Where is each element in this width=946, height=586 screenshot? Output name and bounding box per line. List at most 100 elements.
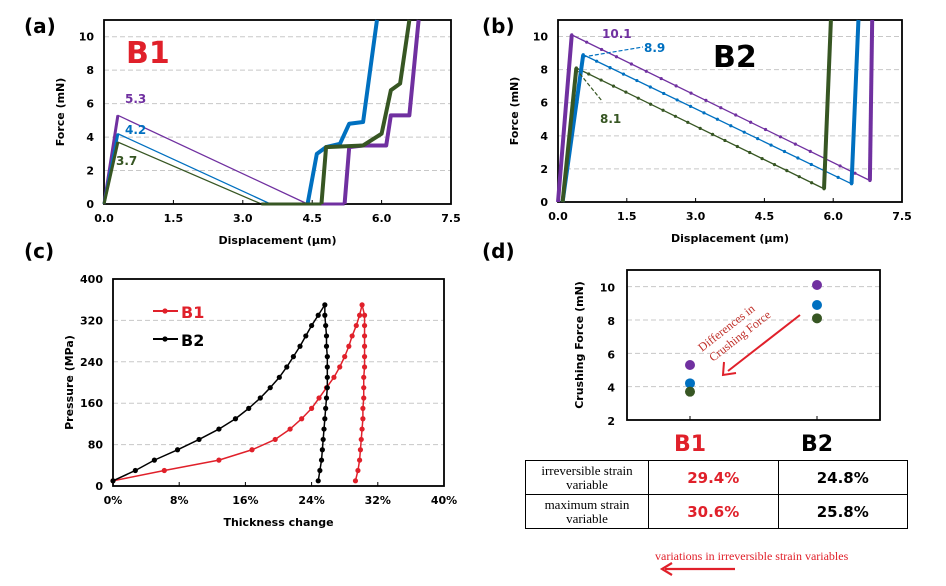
y-tick-label: 160: [80, 397, 103, 410]
data-point-B2: [216, 426, 222, 432]
y-tick-label: 2: [86, 165, 94, 178]
peak-annotation: 5.3: [125, 92, 146, 106]
data-point-purple: [689, 91, 693, 95]
table-row: maximum strain variable 30.6% 25.8%: [525, 494, 908, 529]
data-point-purple: [685, 360, 695, 370]
crushing-force-arrowhead: [721, 361, 737, 377]
data-point-B2: [174, 447, 181, 453]
data-point-B2: [322, 302, 328, 308]
y-axis-label: Force (mN): [54, 78, 67, 147]
data-point-B2: [324, 374, 330, 380]
x-tick-label: 0%: [104, 494, 123, 507]
data-point-purple: [599, 47, 604, 52]
data-point-blue: [809, 162, 813, 167]
legend-marker: [162, 336, 168, 342]
data-point-B2: [324, 385, 330, 391]
y-tick-label: 6: [86, 98, 94, 111]
data-point-green: [822, 187, 826, 191]
y-tick-label: 320: [80, 314, 103, 327]
data-point-B2: [276, 374, 282, 380]
reloading-segment-blue: [305, 19, 379, 205]
panel-label-d: (d): [482, 239, 515, 263]
y-tick-label: 4: [540, 130, 548, 143]
data-point-purple: [719, 106, 723, 110]
y-axis-label: Crushing Force (mN): [573, 281, 586, 409]
plot-frame: [112, 278, 445, 487]
x-axis-label: Displacement (μm): [671, 232, 789, 245]
y-tick-label: 10: [79, 31, 95, 44]
data-point-B2: [321, 426, 327, 432]
x-tick-label: 32%: [365, 494, 391, 507]
y-tick-label: 10: [533, 31, 549, 44]
x-tick-label: 8%: [170, 494, 189, 507]
data-point-blue: [782, 149, 787, 154]
data-point-B1: [361, 333, 368, 339]
y-tick-label: 0: [95, 480, 103, 493]
x-tick-label: 3.0: [233, 212, 253, 225]
legend-marker: [162, 308, 168, 314]
x-tick-label: 1.5: [164, 212, 184, 225]
series-line-green: [561, 19, 832, 203]
peak-annotation: 10.1: [602, 27, 632, 41]
data-point-B1: [272, 436, 278, 443]
data-point-green: [772, 163, 777, 167]
loading-segment-purple: [556, 34, 574, 203]
loading-segment-green: [560, 67, 579, 203]
data-point-B2: [323, 405, 329, 411]
data-point-green: [611, 84, 616, 88]
data-point-green: [812, 313, 822, 324]
reloading-segment-purple: [867, 19, 875, 181]
y-tick-label: 0: [540, 196, 548, 209]
data-point-B1: [349, 333, 355, 339]
row-label: irreversible strain variable: [525, 460, 649, 495]
data-point-green: [599, 78, 603, 82]
data-point-B1: [216, 457, 222, 463]
data-point-green: [785, 169, 789, 173]
data-point-B1: [358, 436, 364, 443]
x-tick-label: 0.0: [548, 210, 568, 223]
data-point-B2: [322, 416, 328, 422]
data-point-blue: [729, 124, 733, 128]
data-point-purple: [644, 69, 648, 73]
data-point-blue: [702, 111, 706, 115]
data-point-B2: [267, 385, 273, 391]
x-tick-label: 16%: [232, 494, 258, 507]
b2-value: 24.8%: [777, 460, 908, 495]
y-axis-label: Force (mN): [508, 77, 521, 146]
data-point-B1: [346, 343, 352, 349]
data-point-purple: [793, 142, 797, 146]
data-point-B1: [361, 374, 367, 380]
x-tick-label: 1.5: [617, 210, 637, 223]
data-point-B2: [320, 436, 326, 443]
data-point-B1: [361, 312, 368, 318]
data-point-blue: [608, 66, 612, 70]
data-point-B2: [303, 333, 309, 339]
data-point-B2: [317, 467, 323, 474]
data-point-B1: [361, 364, 368, 370]
y-tick-label: 240: [80, 356, 103, 369]
x-axis-label: Thickness change: [223, 516, 333, 529]
data-point-blue: [685, 378, 695, 389]
data-point-green: [587, 72, 591, 76]
data-point-purple: [853, 171, 857, 175]
category-label: B1: [674, 432, 706, 457]
data-point-purple: [838, 164, 842, 168]
data-point-green: [661, 108, 665, 112]
data-point-B1: [355, 467, 361, 474]
data-point-B2: [319, 447, 325, 453]
data-point-green: [760, 156, 764, 161]
data-point-B1: [331, 374, 337, 380]
data-point-blue: [662, 91, 666, 96]
data-point-B1: [359, 302, 365, 308]
y-axis-label: Pressure (MPa): [63, 335, 76, 430]
x-tick-label: 6.0: [372, 212, 392, 225]
data-point-blue: [836, 175, 840, 179]
x-tick-label: 40%: [431, 494, 457, 507]
x-tick-label: 4.5: [755, 210, 775, 223]
peak-annotation: 3.7: [116, 154, 137, 168]
chart-c: 0% 8% 16% 24% 32% 40% 0 80 160 240 320 400 Thickness…: [63, 273, 457, 529]
data-point-B2: [297, 343, 303, 349]
data-point-purple: [808, 149, 812, 153]
